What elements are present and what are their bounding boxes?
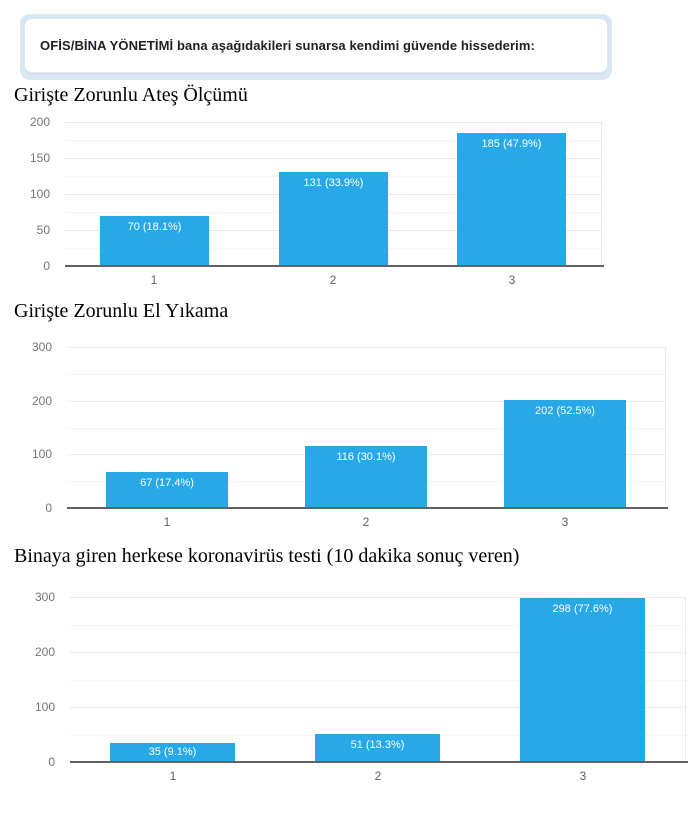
bar: [315, 734, 440, 762]
y-axis-tick-label: 300: [34, 590, 55, 604]
x-axis-category-label: 1: [150, 273, 158, 287]
question-header: OFİS/BİNA YÖNETİMİ bana aşağıdakileri su…: [20, 14, 612, 80]
minor-gridline: [67, 427, 665, 429]
bar-value-label: 185 (47.9%): [481, 138, 542, 150]
x-axis-category-label: 3: [561, 515, 569, 529]
chart-title-koronavirus-testi: Binaya giren herkese koronavirüs testi (…: [14, 545, 520, 567]
bar-value-label: 51 (13.3%): [350, 739, 405, 751]
y-axis-tick-label: 200: [29, 115, 50, 129]
plot-right-border: [665, 347, 666, 508]
y-axis-tick-label: 100: [34, 700, 55, 714]
question-card: OFİS/BİNA YÖNETİMİ bana aşağıdakileri su…: [24, 18, 608, 73]
x-axis-category-label: 2: [362, 515, 370, 529]
bar: [110, 743, 235, 762]
y-axis-tick-label: 200: [31, 393, 52, 408]
x-axis-line: [70, 761, 688, 763]
x-axis-category-label: 2: [329, 273, 337, 287]
bar: [520, 598, 645, 762]
bar: [305, 446, 427, 508]
bar: [504, 400, 626, 508]
major-gridline: [67, 347, 665, 348]
bar: [279, 172, 388, 266]
plot-right-border: [601, 122, 602, 266]
bar-value-label: 116 (30.1%): [336, 451, 396, 463]
bar: [106, 472, 228, 508]
major-gridline: [65, 122, 601, 123]
y-axis-tick-label: 0: [48, 755, 55, 769]
major-gridline: [67, 400, 665, 402]
minor-gridline: [70, 679, 685, 681]
x-axis-line: [65, 265, 604, 267]
plot-right-border: [685, 597, 686, 762]
y-axis-tick-label: 150: [29, 151, 50, 165]
bar-value-label: 298 (77.6%): [552, 603, 613, 615]
major-gridline: [70, 652, 685, 653]
chart-title-el-yikama: Girişte Zorunlu El Yıkama: [14, 300, 229, 322]
minor-gridline: [67, 373, 665, 375]
bar-value-label: 67 (17.4%): [140, 477, 194, 489]
bar-value-label: 35 (9.1%): [148, 746, 197, 758]
major-gridline: [65, 158, 601, 159]
chart-title-ates-olcumu: Girişte Zorunlu Ateş Ölçümü: [14, 84, 248, 106]
y-axis-tick-label: 0: [45, 501, 52, 515]
x-axis-category-label: 1: [169, 769, 177, 783]
minor-gridline: [70, 624, 685, 626]
major-gridline: [70, 597, 685, 598]
y-axis-tick-label: 200: [34, 645, 55, 659]
bar-value-label: 202 (52.5%): [535, 405, 595, 417]
bar-value-label: 131 (33.9%): [303, 177, 364, 189]
y-axis-tick-label: 300: [31, 340, 52, 354]
bar-chart-el-yikama: 0 100 200 300 67 (17.4%) 1 116 (30.1%) 2 202 (52…: [0, 337, 692, 529]
y-axis-tick-label: 100: [31, 447, 52, 462]
major-gridline: [70, 707, 685, 708]
x-axis-category-label: 1: [163, 515, 171, 529]
question-text: OFİS/BİNA YÖNETİMİ bana aşağıdakileri su…: [40, 38, 535, 53]
bar: [100, 216, 209, 266]
x-axis-line: [67, 507, 668, 509]
bar: [457, 133, 566, 266]
bar-chart-ates-olcumu: 0 50 100 150 200 70 (18.1%) 1 131 (33.9%) 2 185 (…: [0, 112, 692, 292]
x-axis-category-label: 2: [374, 769, 382, 783]
minor-gridline: [65, 140, 601, 141]
bar-chart-koronavirus-testi: 0 100 200 300 35 (9.1%) 1 51 (13.3%) 2 298 (77.6…: [0, 587, 692, 787]
bar-value-label: 70 (18.1%): [127, 221, 182, 233]
y-axis-tick-label: 50: [36, 223, 50, 237]
y-axis-tick-label: 100: [29, 187, 50, 201]
y-axis-tick-label: 0: [43, 259, 50, 273]
x-axis-category-label: 3: [508, 273, 516, 287]
x-axis-category-label: 3: [579, 769, 587, 783]
